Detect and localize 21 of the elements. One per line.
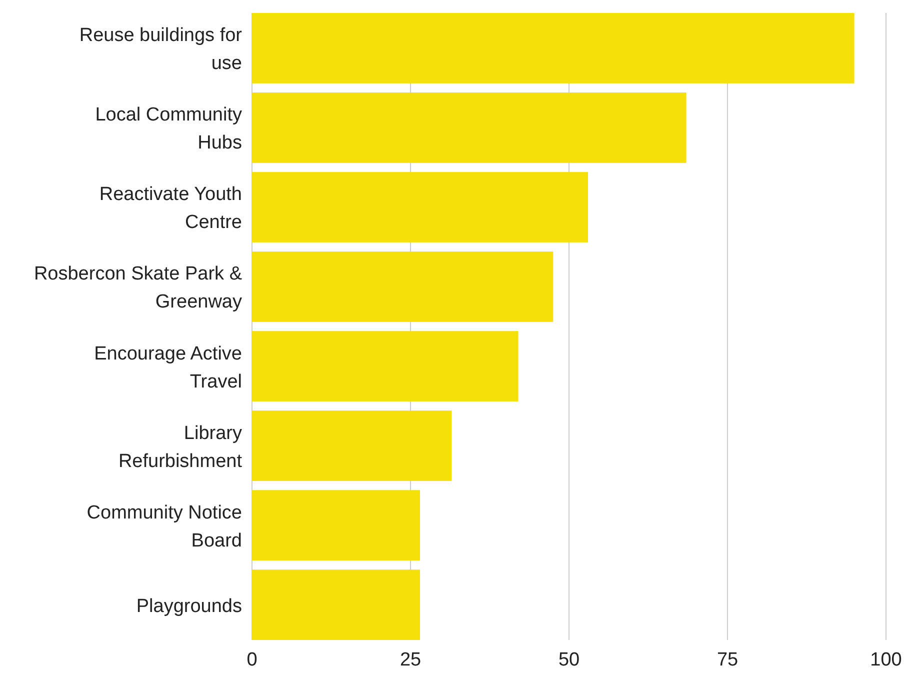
y-tick-label: Library Refurbishment — [118, 422, 243, 472]
y-tick-label: Community Notice Board — [86, 502, 242, 552]
x-tick-label: 50 — [558, 649, 580, 670]
y-tick-label: Reuse buildings for use — [79, 25, 243, 74]
y-tick-label: Playgrounds — [136, 596, 242, 617]
y-tick-label: Encourage Active Travel — [94, 343, 242, 392]
x-tick-label: 25 — [400, 649, 422, 670]
bar — [252, 13, 854, 84]
x-tick-label: 0 — [246, 649, 258, 670]
bar — [252, 331, 518, 402]
x-tick-label: 100 — [870, 649, 902, 670]
bar — [252, 172, 588, 242]
bar — [252, 252, 554, 322]
y-tick-label: Local Community Hubs — [95, 104, 242, 154]
y-tick-label: Reactivate Youth Centre — [99, 184, 242, 234]
bar — [252, 410, 452, 481]
x-tick-label: 75 — [716, 649, 738, 670]
y-tick-label: Rosbercon Skate Park & Greenway — [34, 264, 242, 313]
bar — [252, 570, 420, 640]
bar — [252, 92, 686, 163]
bar — [252, 490, 420, 560]
